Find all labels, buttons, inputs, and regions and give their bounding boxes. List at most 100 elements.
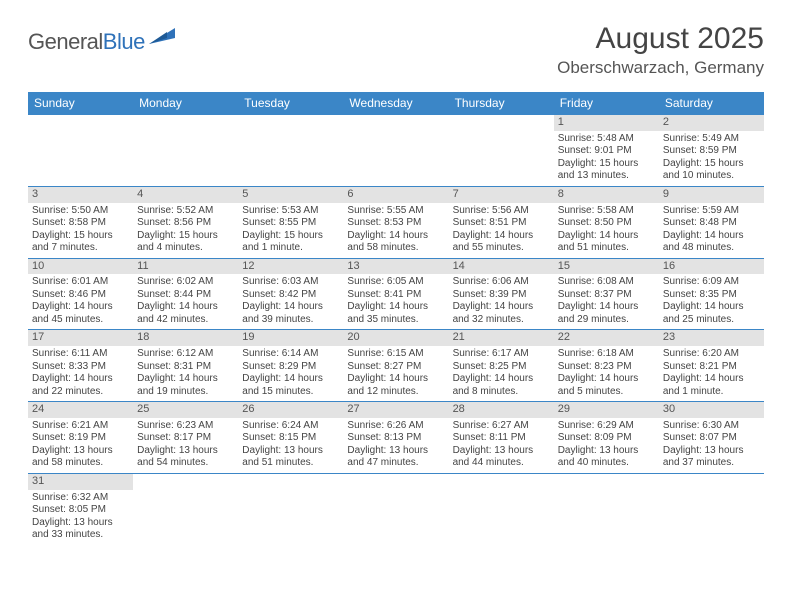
brand-word1: General <box>28 29 103 54</box>
flag-icon <box>149 28 175 49</box>
sunset-text: Sunset: 8:39 PM <box>453 289 550 302</box>
daylight-text-2: and 39 minutes. <box>242 314 339 327</box>
day-cell <box>554 474 659 545</box>
daylight-text-1: Daylight: 14 hours <box>453 301 550 314</box>
daylight-text-2: and 51 minutes. <box>242 457 339 470</box>
daylight-text-1: Daylight: 14 hours <box>347 301 444 314</box>
daylight-text-2: and 4 minutes. <box>137 242 234 255</box>
day-number: 23 <box>659 330 764 346</box>
sunrise-text: Sunrise: 6:14 AM <box>242 348 339 361</box>
daylight-text-2: and 15 minutes. <box>242 386 339 399</box>
day-number: 4 <box>133 187 238 203</box>
week-row: 31Sunrise: 6:32 AMSunset: 8:05 PMDayligh… <box>28 474 764 545</box>
daylight-text-2: and 5 minutes. <box>558 386 655 399</box>
sunrise-text: Sunrise: 6:26 AM <box>347 420 444 433</box>
sunrise-text: Sunrise: 5:59 AM <box>663 205 760 218</box>
day-cell: 28Sunrise: 6:27 AMSunset: 8:11 PMDayligh… <box>449 402 554 473</box>
sunset-text: Sunset: 8:23 PM <box>558 361 655 374</box>
day-cell: 5Sunrise: 5:53 AMSunset: 8:55 PMDaylight… <box>238 187 343 258</box>
sunrise-text: Sunrise: 6:11 AM <box>32 348 129 361</box>
day-cell <box>133 474 238 545</box>
daylight-text-1: Daylight: 14 hours <box>137 373 234 386</box>
sunrise-text: Sunrise: 6:32 AM <box>32 492 129 505</box>
day-cell: 19Sunrise: 6:14 AMSunset: 8:29 PMDayligh… <box>238 330 343 401</box>
sunset-text: Sunset: 8:56 PM <box>137 217 234 230</box>
sunrise-text: Sunrise: 6:05 AM <box>347 276 444 289</box>
sunrise-text: Sunrise: 5:50 AM <box>32 205 129 218</box>
day-cell: 25Sunrise: 6:23 AMSunset: 8:17 PMDayligh… <box>133 402 238 473</box>
sunrise-text: Sunrise: 6:30 AM <box>663 420 760 433</box>
sunset-text: Sunset: 8:58 PM <box>32 217 129 230</box>
day-cell: 31Sunrise: 6:32 AMSunset: 8:05 PMDayligh… <box>28 474 133 545</box>
daylight-text-1: Daylight: 14 hours <box>32 301 129 314</box>
daylight-text-2: and 47 minutes. <box>347 457 444 470</box>
daylight-text-1: Daylight: 15 hours <box>242 230 339 243</box>
day-cell: 27Sunrise: 6:26 AMSunset: 8:13 PMDayligh… <box>343 402 448 473</box>
day-number: 31 <box>28 474 133 490</box>
sunrise-text: Sunrise: 6:01 AM <box>32 276 129 289</box>
day-cell: 7Sunrise: 5:56 AMSunset: 8:51 PMDaylight… <box>449 187 554 258</box>
sunset-text: Sunset: 8:50 PM <box>558 217 655 230</box>
daylight-text-2: and 12 minutes. <box>347 386 444 399</box>
week-row: 24Sunrise: 6:21 AMSunset: 8:19 PMDayligh… <box>28 402 764 474</box>
day-number: 5 <box>238 187 343 203</box>
daylight-text-2: and 44 minutes. <box>453 457 550 470</box>
sunset-text: Sunset: 8:13 PM <box>347 432 444 445</box>
day-cell <box>449 474 554 545</box>
day-number: 30 <box>659 402 764 418</box>
daylight-text-1: Daylight: 13 hours <box>32 445 129 458</box>
sunset-text: Sunset: 8:29 PM <box>242 361 339 374</box>
daylight-text-2: and 42 minutes. <box>137 314 234 327</box>
sunrise-text: Sunrise: 6:08 AM <box>558 276 655 289</box>
dow-row: SundayMondayTuesdayWednesdayThursdayFrid… <box>28 92 764 115</box>
day-number: 1 <box>554 115 659 131</box>
day-cell: 4Sunrise: 5:52 AMSunset: 8:56 PMDaylight… <box>133 187 238 258</box>
sunrise-text: Sunrise: 5:52 AM <box>137 205 234 218</box>
sunrise-text: Sunrise: 6:09 AM <box>663 276 760 289</box>
day-number: 14 <box>449 259 554 275</box>
sunrise-text: Sunrise: 6:12 AM <box>137 348 234 361</box>
daylight-text-2: and 22 minutes. <box>32 386 129 399</box>
daylight-text-1: Daylight: 14 hours <box>347 373 444 386</box>
daylight-text-2: and 37 minutes. <box>663 457 760 470</box>
sunset-text: Sunset: 9:01 PM <box>558 145 655 158</box>
day-cell: 23Sunrise: 6:20 AMSunset: 8:21 PMDayligh… <box>659 330 764 401</box>
dow-cell: Monday <box>133 92 238 115</box>
daylight-text-1: Daylight: 13 hours <box>558 445 655 458</box>
day-cell <box>659 474 764 545</box>
daylight-text-1: Daylight: 14 hours <box>663 301 760 314</box>
sunset-text: Sunset: 8:31 PM <box>137 361 234 374</box>
daylight-text-2: and 32 minutes. <box>453 314 550 327</box>
dow-cell: Wednesday <box>343 92 448 115</box>
day-number: 25 <box>133 402 238 418</box>
dow-cell: Thursday <box>449 92 554 115</box>
daylight-text-2: and 51 minutes. <box>558 242 655 255</box>
header: GeneralBlue August 2025 Oberschwarzach, … <box>28 22 764 78</box>
day-cell: 14Sunrise: 6:06 AMSunset: 8:39 PMDayligh… <box>449 259 554 330</box>
week-row: 1Sunrise: 5:48 AMSunset: 9:01 PMDaylight… <box>28 115 764 187</box>
sunrise-text: Sunrise: 6:21 AM <box>32 420 129 433</box>
sunset-text: Sunset: 8:44 PM <box>137 289 234 302</box>
sunrise-text: Sunrise: 5:49 AM <box>663 133 760 146</box>
sunset-text: Sunset: 8:19 PM <box>32 432 129 445</box>
sunrise-text: Sunrise: 6:29 AM <box>558 420 655 433</box>
calendar: SundayMondayTuesdayWednesdayThursdayFrid… <box>28 92 764 545</box>
day-number: 24 <box>28 402 133 418</box>
daylight-text-1: Daylight: 15 hours <box>663 158 760 171</box>
sunrise-text: Sunrise: 5:48 AM <box>558 133 655 146</box>
day-cell: 13Sunrise: 6:05 AMSunset: 8:41 PMDayligh… <box>343 259 448 330</box>
day-number: 12 <box>238 259 343 275</box>
brand-word2: Blue <box>103 29 145 54</box>
day-number: 28 <box>449 402 554 418</box>
daylight-text-1: Daylight: 15 hours <box>558 158 655 171</box>
sunrise-text: Sunrise: 5:55 AM <box>347 205 444 218</box>
day-number: 8 <box>554 187 659 203</box>
sunrise-text: Sunrise: 5:56 AM <box>453 205 550 218</box>
daylight-text-2: and 54 minutes. <box>137 457 234 470</box>
daylight-text-1: Daylight: 14 hours <box>347 230 444 243</box>
sunrise-text: Sunrise: 5:53 AM <box>242 205 339 218</box>
sunset-text: Sunset: 8:33 PM <box>32 361 129 374</box>
day-cell: 22Sunrise: 6:18 AMSunset: 8:23 PMDayligh… <box>554 330 659 401</box>
dow-cell: Friday <box>554 92 659 115</box>
sunset-text: Sunset: 8:21 PM <box>663 361 760 374</box>
